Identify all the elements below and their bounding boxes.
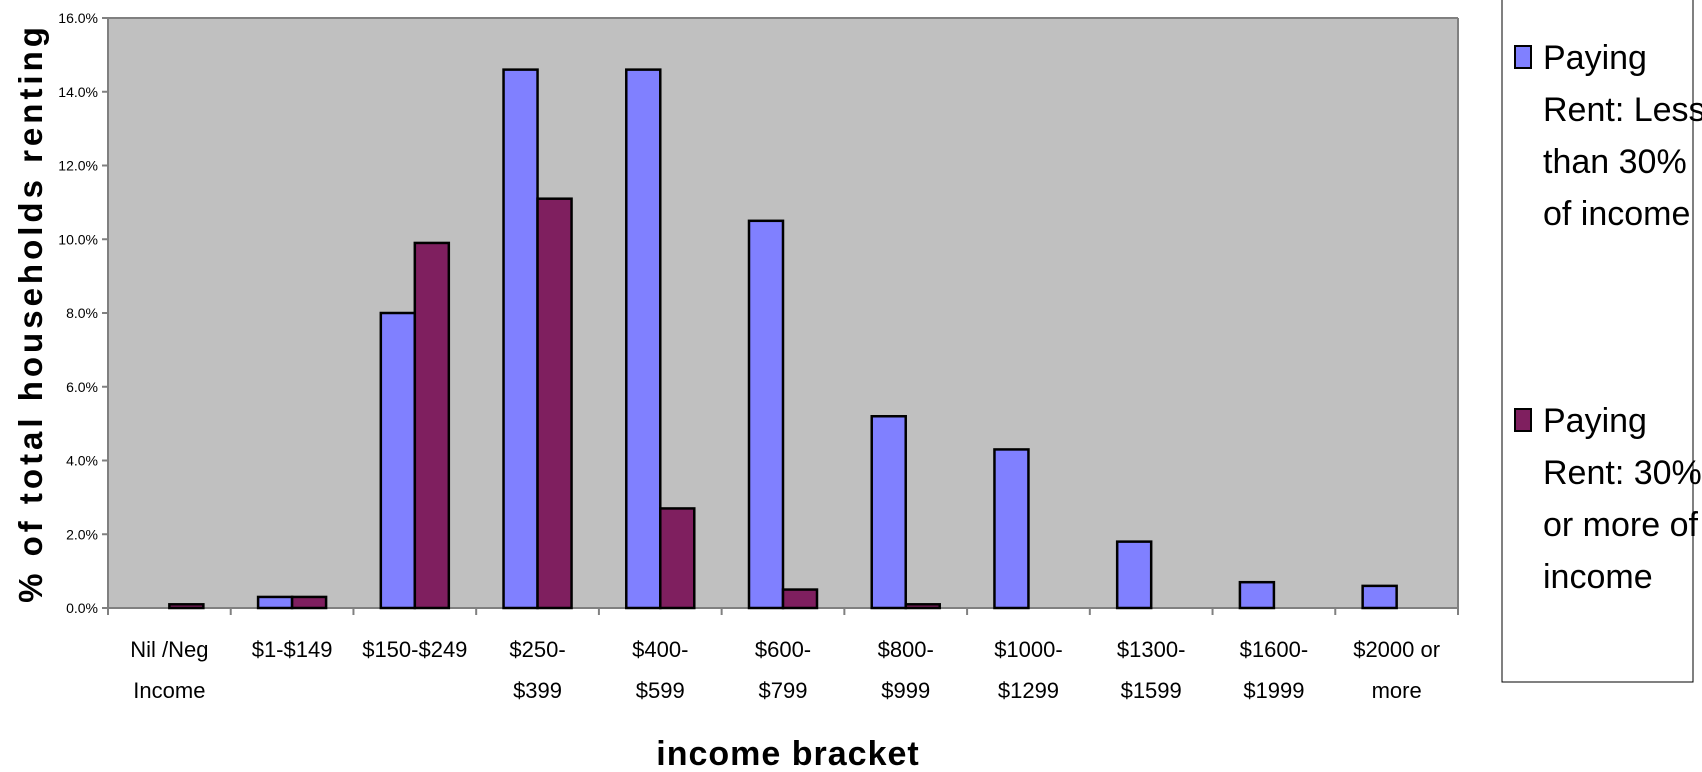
y-tick-label: 16.0% — [58, 10, 98, 26]
bars — [168, 68, 1398, 610]
legend: Paying Rent: Less than 30% of income Paying R… — [1501, 0, 1702, 683]
bar-series-1 — [993, 448, 1030, 610]
bar-series-2 — [781, 588, 819, 610]
y-tick-label: 8.0% — [66, 305, 98, 321]
bar-series-2 — [413, 241, 451, 610]
x-tick-label: $600-$799 — [755, 637, 811, 703]
y-axis-title: % of total households renting — [12, 23, 49, 603]
legend-box — [1501, 0, 1694, 683]
bar-series-1 — [1361, 584, 1398, 610]
y-tick-label: 10.0% — [58, 231, 98, 247]
x-tick-label: $400-$599 — [632, 637, 688, 703]
y-tick-label: 14.0% — [58, 84, 98, 100]
y-tick-label: 12.0% — [58, 158, 98, 174]
bar-series-2 — [536, 197, 573, 610]
legend-swatch-2 — [1514, 408, 1532, 432]
bar-series-1 — [1115, 540, 1153, 610]
bar-series-1 — [379, 311, 417, 610]
legend-swatch-1 — [1514, 45, 1532, 69]
bar-series-2 — [290, 595, 328, 610]
x-tick-label: $1600-$1999 — [1240, 637, 1309, 703]
x-tick-label: $250-$399 — [509, 637, 565, 703]
legend-label-1: Paying Rent: Less than 30% of income — [1543, 39, 1702, 233]
x-tick-label: $1-$149 — [252, 637, 333, 662]
bar-series-2 — [659, 507, 696, 610]
bar-series-1 — [747, 219, 785, 610]
x-tick-label: $2000 or more — [1353, 637, 1440, 703]
x-tick-label: $800-$999 — [878, 637, 934, 703]
y-tick-label: 2.0% — [66, 526, 98, 542]
x-tick-label: $1300-$1599 — [1117, 637, 1186, 703]
y-tick-label: 4.0% — [66, 453, 98, 469]
x-tick-label: $150-$249 — [362, 637, 467, 662]
y-axis: 0.0% 2.0% 4.0% 6.0% 8.0% 10.0% 12.0% 14.0% 16.0% — [58, 10, 109, 616]
y-tick-label: 6.0% — [66, 379, 98, 395]
legend-label-2: Paying Rent: 30% or more of income — [1543, 402, 1702, 596]
y-tick-label: 0.0% — [66, 600, 98, 616]
x-axis-title: income bracket — [656, 735, 919, 772]
bar-series-1 — [625, 68, 662, 610]
bar-series-2 — [168, 603, 205, 610]
bar-series-1 — [502, 68, 539, 610]
x-tick-label: Nil /Neg Income — [130, 637, 208, 703]
bar-series-2 — [904, 603, 941, 610]
x-tick-label: $1000-$1299 — [994, 637, 1063, 703]
bar-series-1 — [1238, 580, 1276, 610]
bar-series-1 — [256, 595, 294, 610]
bar-series-1 — [870, 415, 907, 610]
